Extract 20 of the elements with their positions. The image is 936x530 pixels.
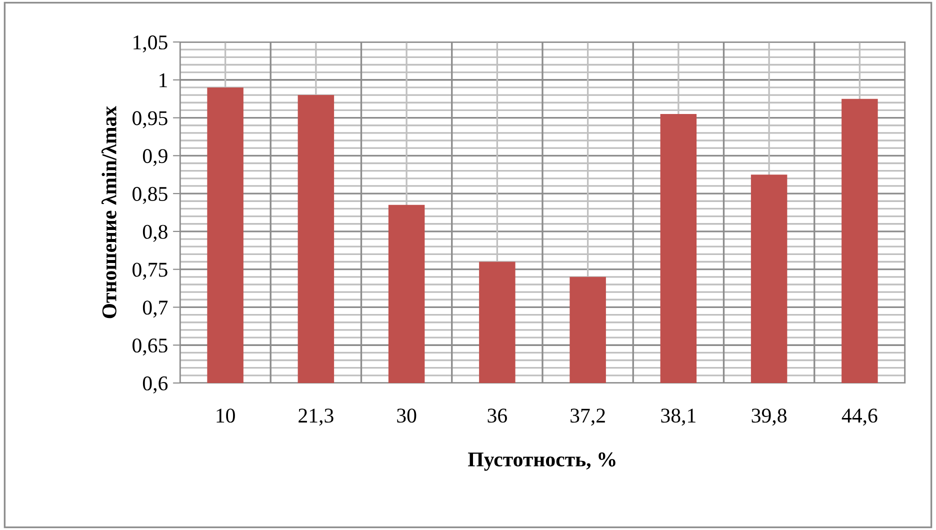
x-tick-label: 38,1 xyxy=(661,408,696,426)
y-tick-label: 1,05 xyxy=(134,35,168,52)
x-axis-title: Пустотность, % xyxy=(468,452,616,471)
y-tick-label: 1 xyxy=(160,73,167,88)
x-tick-label: 36 xyxy=(488,408,507,423)
x-tick-label: 39,8 xyxy=(752,408,786,426)
x-tick-label: 21,3 xyxy=(298,408,334,426)
y-tick-label: 0,8 xyxy=(142,224,168,242)
y-tick-label: 0,85 xyxy=(132,186,168,204)
y-tick-label: 0,65 xyxy=(132,338,168,356)
y-tick-label: 0,6 xyxy=(142,376,168,394)
y-tick-label: 0,7 xyxy=(142,300,168,318)
y-tick-label: 0,9 xyxy=(142,149,168,166)
y-axis-title: Отношение λmin/λmax xyxy=(102,106,116,318)
x-tick-label: 30 xyxy=(397,408,416,423)
y-tick-label: 0,95 xyxy=(132,111,168,128)
x-tick-label: 37,2 xyxy=(570,408,605,426)
y-tick-label: 0,75 xyxy=(132,262,168,280)
x-tick-label: 10 xyxy=(216,408,235,423)
x-tick-label: 44,6 xyxy=(842,408,878,426)
